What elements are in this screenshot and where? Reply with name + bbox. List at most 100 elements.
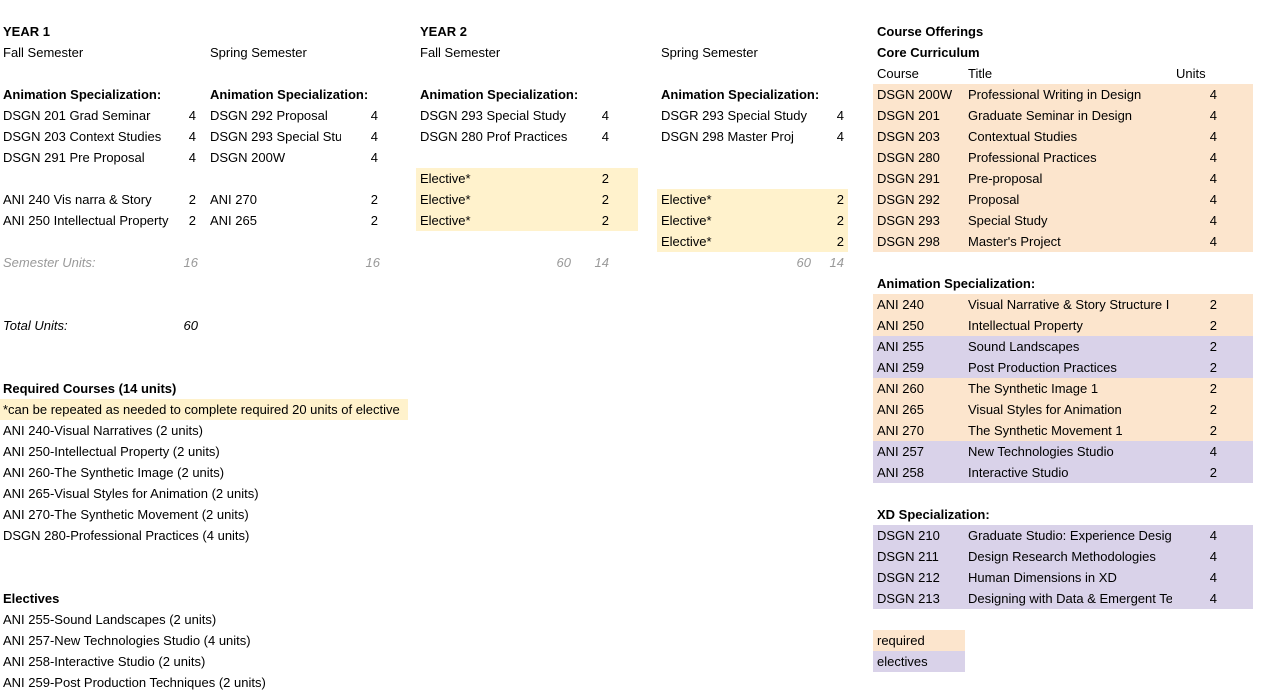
core-course-title[interactable]: Professional Writing in Design: [968, 87, 1142, 102]
animation-course-title[interactable]: Interactive Studio: [968, 465, 1069, 480]
year2-title[interactable]: YEAR 2: [420, 24, 467, 39]
required-course-item[interactable]: ANI 250-Intellectual Property (2 units): [3, 444, 220, 459]
header-units[interactable]: Units: [1176, 66, 1206, 81]
y2-fall-units[interactable]: 4: [601, 108, 609, 123]
legend-required[interactable]: required: [877, 633, 925, 648]
y2-spring-elective[interactable]: Elective*: [661, 213, 712, 228]
y2-fall-course[interactable]: DSGN 293 Special Study: [420, 108, 566, 123]
y1-spring-units[interactable]: 4: [370, 108, 378, 123]
y2-spring-elective[interactable]: Elective*: [661, 192, 712, 207]
y1-fall-header[interactable]: Animation Specialization:: [3, 87, 162, 102]
y2-spring-total[interactable]: 60: [796, 255, 811, 270]
core-course-units[interactable]: 4: [1209, 234, 1217, 249]
y2-fall-elective-units[interactable]: 2: [601, 171, 609, 186]
animation-course-title[interactable]: Post Production Practices: [968, 360, 1117, 375]
core-course-units[interactable]: 4: [1209, 108, 1217, 123]
required-courses-title[interactable]: Required Courses (14 units): [3, 381, 177, 396]
animation-course-code[interactable]: ANI 240: [877, 297, 924, 312]
animation-course-title[interactable]: Intellectual Property: [968, 318, 1083, 333]
xd-course-title[interactable]: Designing with Data & Emergent Technolog…: [968, 591, 1172, 606]
y1-spring-units[interactable]: 2: [370, 213, 378, 228]
y2-spring-course[interactable]: DSGN 298 Master Proj: [661, 129, 794, 144]
required-course-item[interactable]: ANI 240-Visual Narratives (2 units): [3, 423, 203, 438]
core-course-code[interactable]: DSGN 298: [877, 234, 940, 249]
animation-course-units[interactable]: 2: [1209, 465, 1217, 480]
header-course[interactable]: Course: [877, 66, 919, 81]
y2-fall-header[interactable]: Animation Specialization:: [420, 87, 579, 102]
y2-spring-semester-units[interactable]: 14: [829, 255, 844, 270]
core-course-title[interactable]: Professional Practices: [968, 150, 1097, 165]
y1-spring-units[interactable]: 4: [370, 150, 378, 165]
required-course-item[interactable]: ANI 270-The Synthetic Movement (2 units): [3, 507, 249, 522]
y2-fall-label[interactable]: Fall Semester: [420, 45, 501, 60]
y1-fall-units[interactable]: 4: [188, 129, 196, 144]
y1-spring-label[interactable]: Spring Semester: [210, 45, 307, 60]
y1-fall-semester-units[interactable]: 16: [183, 255, 198, 270]
animation-course-code[interactable]: ANI 270: [877, 423, 924, 438]
core-course-code[interactable]: DSGN 201: [877, 108, 940, 123]
y1-semester-units-label[interactable]: Semester Units:: [3, 255, 96, 270]
y2-spring-units[interactable]: 4: [836, 129, 844, 144]
core-course-units[interactable]: 4: [1209, 150, 1217, 165]
core-course-title[interactable]: Graduate Seminar in Design: [968, 108, 1133, 123]
y2-fall-elective-units[interactable]: 2: [601, 192, 609, 207]
animation-course-title[interactable]: The Synthetic Image 1: [968, 381, 1099, 396]
animation-course-title[interactable]: New Technologies Studio: [968, 444, 1114, 459]
animation-course-code[interactable]: ANI 255: [877, 339, 924, 354]
y2-fall-elective-units[interactable]: 2: [601, 213, 609, 228]
xd-course-code[interactable]: DSGN 211: [877, 549, 939, 564]
animation-course-units[interactable]: 2: [1209, 402, 1217, 417]
animation-course-units[interactable]: 2: [1209, 339, 1217, 354]
y1-spring-course[interactable]: ANI 270: [210, 192, 257, 207]
electives-title[interactable]: Electives: [3, 591, 60, 606]
y2-fall-elective[interactable]: Elective*: [420, 192, 471, 207]
y2-spring-header[interactable]: Animation Specialization:: [661, 87, 820, 102]
y2-fall-total[interactable]: 60: [556, 255, 571, 270]
animation-course-code[interactable]: ANI 258: [877, 465, 924, 480]
animation-course-units[interactable]: 4: [1209, 444, 1217, 459]
core-course-units[interactable]: 4: [1209, 192, 1217, 207]
offerings-title[interactable]: Course Offerings: [877, 24, 984, 39]
core-course-units[interactable]: 4: [1209, 171, 1217, 186]
y1-spring-course[interactable]: ANI 265: [210, 213, 257, 228]
y1-spring-course[interactable]: DSGN 293 Special Study: [210, 129, 341, 144]
xd-course-code[interactable]: DSGN 213: [877, 591, 940, 606]
y1-fall-units[interactable]: 4: [188, 108, 196, 123]
animation-course-code[interactable]: ANI 260: [877, 381, 924, 396]
elective-course-item[interactable]: ANI 259-Post Production Techniques (2 un…: [3, 675, 266, 690]
elective-note[interactable]: *can be repeated as needed to complete r…: [3, 402, 400, 417]
year1-title[interactable]: YEAR 1: [3, 24, 50, 39]
xd-course-units[interactable]: 4: [1209, 549, 1217, 564]
animation-spec-title[interactable]: Animation Specialization:: [877, 276, 1036, 291]
elective-course-item[interactable]: ANI 257-New Technologies Studio (4 units…: [3, 633, 251, 648]
y2-spring-elective-units[interactable]: 2: [836, 192, 844, 207]
core-course-title[interactable]: Master's Project: [968, 234, 1061, 249]
xd-course-code[interactable]: DSGN 212: [877, 570, 940, 585]
animation-course-units[interactable]: 2: [1209, 318, 1217, 333]
y1-fall-course[interactable]: DSGN 203 Context Studies: [3, 129, 162, 144]
core-course-code[interactable]: DSGN 200W: [877, 87, 953, 102]
y1-fall-course[interactable]: ANI 240 Vis narra & Story: [3, 192, 152, 207]
animation-course-units[interactable]: 2: [1209, 381, 1217, 396]
xd-course-units[interactable]: 4: [1209, 591, 1217, 606]
animation-course-title[interactable]: Visual Narrative & Story Structure I: [968, 297, 1170, 312]
total-units-value[interactable]: 60: [183, 318, 198, 333]
elective-course-item[interactable]: ANI 255-Sound Landscapes (2 units): [3, 612, 217, 627]
core-course-units[interactable]: 4: [1209, 129, 1217, 144]
y2-spring-units[interactable]: 4: [836, 108, 844, 123]
y1-fall-units[interactable]: 2: [188, 192, 196, 207]
y2-fall-elective[interactable]: Elective*: [420, 213, 471, 228]
core-course-code[interactable]: DSGN 292: [877, 192, 940, 207]
animation-course-title[interactable]: Sound Landscapes: [968, 339, 1080, 354]
animation-course-code[interactable]: ANI 257: [877, 444, 924, 459]
y1-fall-course[interactable]: DSGN 201 Grad Seminar: [3, 108, 151, 123]
y2-spring-elective-units[interactable]: 2: [836, 213, 844, 228]
y2-fall-course[interactable]: DSGN 280 Prof Practices: [420, 129, 568, 144]
y1-spring-semester-units[interactable]: 16: [365, 255, 380, 270]
core-course-code[interactable]: DSGN 280: [877, 150, 940, 165]
xd-course-units[interactable]: 4: [1209, 570, 1217, 585]
core-course-units[interactable]: 4: [1209, 213, 1217, 228]
required-course-item[interactable]: ANI 260-The Synthetic Image (2 units): [3, 465, 225, 480]
y2-fall-units[interactable]: 4: [601, 129, 609, 144]
header-title[interactable]: Title: [968, 66, 993, 81]
